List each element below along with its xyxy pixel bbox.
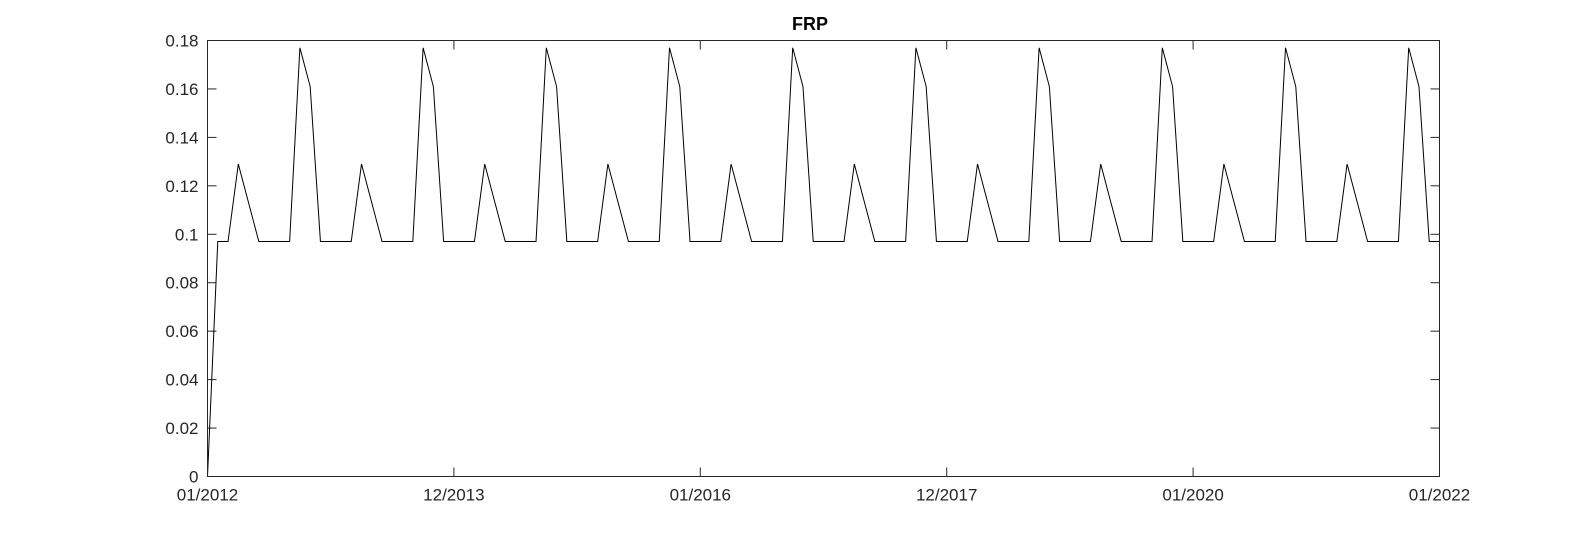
y-tick-label: 0.08	[165, 274, 198, 293]
y-tick-label: 0.02	[165, 419, 198, 438]
x-tick-label: 01/2012	[177, 486, 238, 505]
y-tick-label: 0.04	[165, 371, 198, 390]
axes-box	[207, 40, 1440, 477]
series-line	[207, 47, 1440, 477]
plot-area	[207, 40, 1440, 477]
axis-ticks	[207, 40, 1440, 477]
y-tick-label: 0.16	[165, 80, 198, 99]
y-tick-label: 0.06	[165, 322, 198, 341]
y-tick-label: 0.14	[165, 128, 198, 147]
axis-tick-labels: 0 0.02 0.04 0.06 0.08 0.1 0.12 0.14 0.16 0.18 01/2…	[165, 32, 1470, 505]
chart-title: FRP	[792, 14, 828, 34]
x-tick-label: 01/2016	[670, 486, 731, 505]
y-tick-label: 0.12	[165, 177, 198, 196]
x-tick-label: 12/2017	[916, 486, 977, 505]
y-tick-label: 0.18	[165, 32, 198, 51]
x-tick-label: 01/2020	[1162, 486, 1223, 505]
y-tick-label: 0	[189, 468, 198, 487]
x-tick-label: 12/2013	[423, 486, 484, 505]
x-tick-label: 01/2022	[1409, 486, 1470, 505]
y-tick-label: 0.1	[175, 225, 199, 244]
series-layer	[207, 47, 1440, 477]
